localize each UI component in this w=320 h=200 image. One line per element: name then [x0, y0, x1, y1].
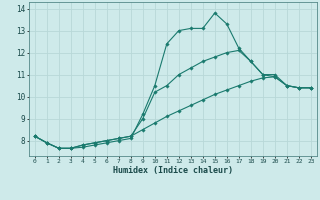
X-axis label: Humidex (Indice chaleur): Humidex (Indice chaleur) [113, 166, 233, 175]
